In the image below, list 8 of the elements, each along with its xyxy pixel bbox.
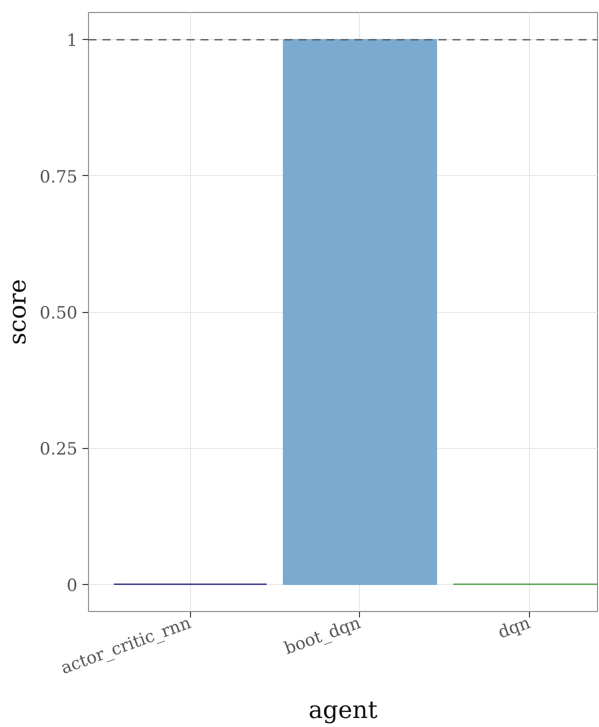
y-tick-label: 0.25 [40,440,78,460]
y-tick-label: 1 [66,31,78,52]
y-tick-label: 0.75 [40,167,78,188]
y-tick-label: 0.50 [40,304,78,324]
x-tick-label: dqn [495,613,534,644]
y-axis-title: score [4,279,32,345]
y-tick-label: 0 [66,576,78,596]
x-axis-title: agent [308,696,378,724]
